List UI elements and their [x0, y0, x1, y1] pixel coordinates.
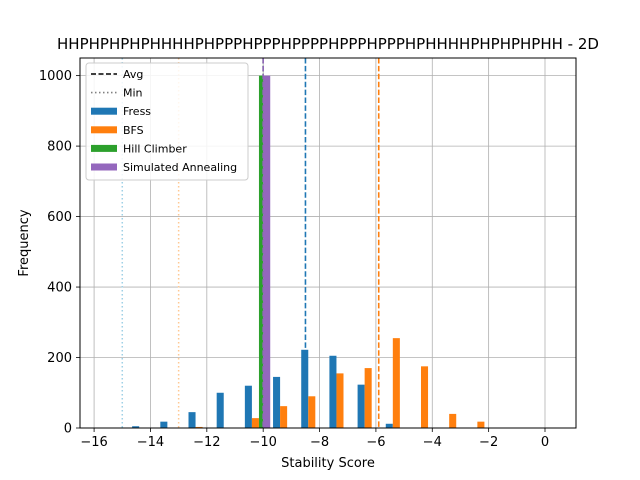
- y-tick-label: 1000: [39, 69, 72, 84]
- legend: Avg Min Fress BFS Hill Climber Simulated Anne…: [85, 62, 249, 181]
- bar-fress: [329, 355, 337, 428]
- bar-fress: [273, 376, 281, 428]
- bar-fress: [301, 349, 309, 428]
- legend-label: Fress: [123, 105, 151, 118]
- avg-lines: [262, 58, 380, 428]
- chart-title: HHPHPHPHPHHHHPHPPPHPPPHPPPPHPPPHPPPHPHHH…: [57, 35, 599, 53]
- x-tick-label: −14: [137, 435, 164, 450]
- x-tick-label: −8: [310, 435, 329, 450]
- legend-swatch: [91, 126, 117, 134]
- x-tick-label: −4: [423, 435, 442, 450]
- bar-bfs: [392, 338, 400, 428]
- x-tick-label: −12: [193, 435, 220, 450]
- legend-swatch: [91, 107, 117, 115]
- y-tick-label: 400: [47, 281, 72, 296]
- bar-bfs: [280, 406, 288, 428]
- bar-fress: [132, 426, 140, 428]
- x-tick-label: 0: [541, 435, 549, 450]
- bar-fress: [244, 385, 252, 428]
- legend-label: Min: [123, 87, 143, 100]
- bar-fress: [357, 384, 365, 428]
- bar-bfs: [336, 373, 344, 428]
- plot-frame: [79, 57, 577, 429]
- x-tick-label: −16: [80, 435, 107, 450]
- bar-bfs: [364, 368, 372, 428]
- y-tick-label: 200: [47, 351, 72, 366]
- legend-box: [85, 62, 249, 181]
- legend-label: BFS: [123, 124, 144, 137]
- bar-fress: [216, 392, 224, 428]
- y-tick-label: 0: [64, 422, 72, 437]
- x-tick-label: −2: [479, 435, 498, 450]
- x-axis-ticks: −16 −14 −12 −10 −8 −6 −4 −2 0: [80, 428, 549, 450]
- bar-bfs: [308, 396, 316, 428]
- legend-label: Hill Climber: [123, 142, 187, 155]
- legend-label: Avg: [123, 68, 143, 81]
- bar-bfs: [421, 366, 429, 428]
- bar-bfs: [477, 421, 485, 428]
- legend-label: Simulated Annealing: [123, 161, 237, 174]
- y-axis-label: Frequency: [17, 209, 32, 276]
- bar-hill-climber: [258, 75, 264, 428]
- bar-bfs: [251, 418, 259, 428]
- grid-lines: [80, 58, 576, 429]
- bar-fress: [385, 423, 393, 428]
- bar-fress: [188, 412, 196, 428]
- bar-fress: [160, 421, 168, 428]
- bars: [132, 75, 485, 428]
- y-tick-label: 600: [47, 210, 72, 225]
- legend-swatch: [91, 144, 117, 152]
- y-tick-label: 800: [47, 140, 72, 155]
- x-tick-label: −10: [249, 435, 276, 450]
- x-tick-label: −6: [366, 435, 385, 450]
- bar-bfs: [195, 426, 203, 428]
- bar-bfs: [449, 413, 457, 428]
- x-axis-label: Stability Score: [281, 456, 375, 471]
- bar-simulated-annealing: [263, 75, 271, 428]
- legend-swatch: [91, 163, 117, 171]
- y-axis-ticks: 0 200 400 600 800 1000: [39, 69, 80, 437]
